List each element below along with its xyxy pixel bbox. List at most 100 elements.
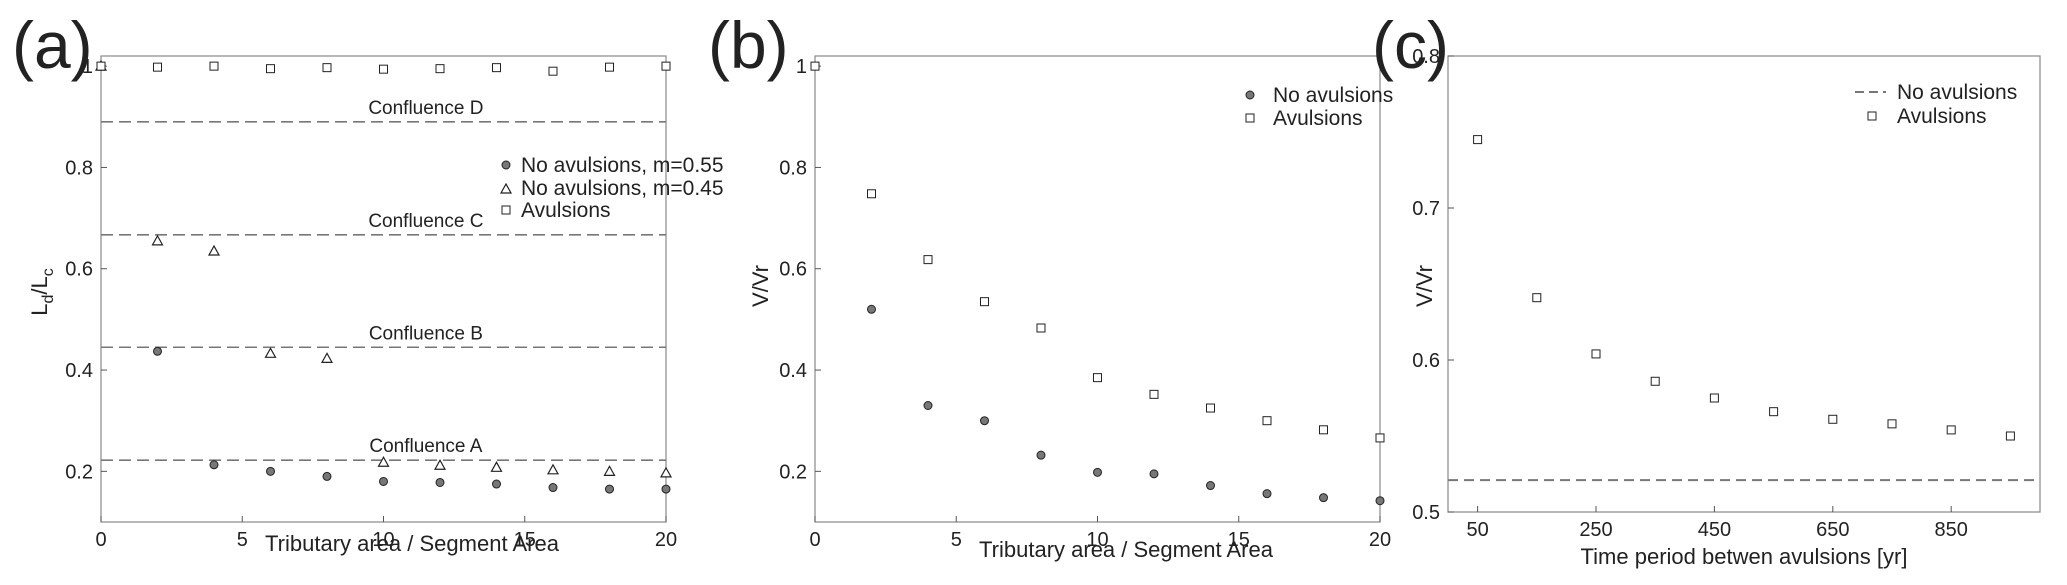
panel-a-legend-label-1: No avulsions, m=0.55 bbox=[521, 154, 724, 177]
data-point-circle bbox=[1375, 496, 1385, 506]
data-point-square bbox=[980, 297, 989, 307]
panel-c-legend-label-2: Avulsions bbox=[1897, 105, 1987, 128]
data-point-circle bbox=[661, 484, 671, 494]
x-tick-label: 250 bbox=[1579, 519, 1612, 541]
data-point-square bbox=[1093, 373, 1102, 383]
data-point-square bbox=[1709, 393, 1719, 403]
panel-a-points bbox=[94, 59, 673, 494]
data-point-square bbox=[810, 61, 820, 71]
panel-c-x-axis-label: Time period betwen avulsions [yr] bbox=[1581, 544, 1908, 569]
data-point-square bbox=[1206, 403, 1215, 413]
data-point-square bbox=[1591, 349, 1601, 359]
data-point-circle bbox=[1036, 450, 1046, 460]
panel-a: (a) Confluence D Confluence C Confluence B… bbox=[12, 8, 724, 556]
data-point-circle bbox=[1319, 493, 1328, 503]
panel-c-legend-label-1: No avulsions bbox=[1897, 81, 2017, 104]
y-tick-label: 0.4 bbox=[779, 360, 807, 382]
panel-c-y-axis-label: V/Vr bbox=[1412, 265, 1437, 307]
data-point-triangle bbox=[433, 459, 447, 470]
y-tick-label: 1 bbox=[796, 56, 807, 78]
y-tick-label: 0.4 bbox=[65, 360, 93, 382]
x-tick-label: 20 bbox=[1369, 529, 1391, 551]
data-point-circle bbox=[1093, 467, 1102, 477]
x-tick-label: 20 bbox=[655, 529, 677, 551]
data-point-square bbox=[923, 255, 933, 265]
panel-a-y-label-sub2: c bbox=[40, 268, 57, 276]
data-point-circle bbox=[322, 471, 332, 481]
data-point-triangle bbox=[264, 347, 277, 358]
data-point-square bbox=[1769, 407, 1779, 417]
x-tick-label: 15 bbox=[1228, 529, 1250, 551]
panel-b-y-ticks: 0.2 0.4 0.6 0.8 1 bbox=[779, 56, 821, 483]
x-tick-label: 5 bbox=[237, 529, 248, 551]
panel-c-frame bbox=[1447, 55, 2041, 513]
y-tick-label: 0.8 bbox=[1412, 46, 1440, 68]
panel-c-letter: (c) bbox=[1372, 8, 1449, 82]
y-tick-label: 0.6 bbox=[65, 259, 93, 281]
panel-a-y-axis-label: Ld/Lc bbox=[27, 268, 57, 316]
data-point-square bbox=[867, 189, 876, 199]
data-point-circle bbox=[1262, 489, 1272, 499]
panel-b-points bbox=[810, 61, 1385, 506]
data-point-square bbox=[1650, 376, 1660, 386]
data-point-square bbox=[322, 63, 332, 73]
data-point-circle bbox=[867, 304, 876, 314]
x-tick-label: 850 bbox=[1935, 519, 1968, 541]
legend-triangle-marker bbox=[499, 182, 513, 194]
data-point-square bbox=[435, 64, 445, 74]
data-point-square bbox=[96, 61, 106, 71]
data-point-circle bbox=[153, 346, 162, 356]
data-point-square bbox=[379, 64, 388, 74]
confluence-label: Confluence D bbox=[368, 98, 483, 119]
panel-c-legend: No avulsions Avulsions bbox=[1855, 81, 2017, 128]
legend-circle-marker bbox=[1245, 90, 1255, 100]
legend-square-marker bbox=[501, 205, 511, 215]
panel-a-y-label-sep: /L bbox=[27, 276, 52, 294]
data-point-square bbox=[1828, 414, 1838, 424]
data-point-square bbox=[1473, 135, 1483, 145]
x-tick-label: 450 bbox=[1698, 519, 1731, 541]
data-point-circle bbox=[379, 476, 388, 486]
panel-a-legend-label-2: No avulsions, m=0.45 bbox=[521, 177, 724, 200]
data-point-triangle bbox=[207, 244, 221, 256]
panel-b-x-axis-label: Tributary area / Segment Area bbox=[979, 537, 1274, 562]
data-point-square bbox=[605, 62, 614, 72]
panel-a-y-label-sub1: d bbox=[40, 295, 57, 304]
y-tick-label: 0.6 bbox=[1412, 350, 1440, 372]
data-point-square bbox=[1946, 425, 1956, 435]
data-point-square bbox=[1262, 416, 1272, 426]
y-tick-label: 0.7 bbox=[1412, 198, 1440, 220]
panel-b-legend-label-2: Avulsions bbox=[1273, 107, 1363, 130]
legend-circle-marker bbox=[501, 160, 511, 170]
data-point-triangle bbox=[603, 465, 616, 476]
panel-a-legend-label-3: Avulsions bbox=[521, 199, 611, 222]
data-point-square bbox=[153, 62, 162, 72]
panel-c-y-ticks: 0.5 0.6 0.7 0.8 bbox=[1412, 46, 1454, 524]
data-point-square bbox=[1532, 293, 1542, 303]
x-tick-label: 15 bbox=[514, 529, 536, 551]
data-point-circle bbox=[209, 460, 219, 470]
panel-a-y-label-main: L bbox=[27, 304, 52, 316]
data-point-square bbox=[1319, 425, 1328, 435]
panel-c-points bbox=[1448, 135, 2040, 482]
panel-a-letter: (a) bbox=[12, 8, 93, 82]
data-point-circle bbox=[266, 466, 275, 476]
data-point-triangle bbox=[490, 461, 503, 472]
data-point-square bbox=[2005, 431, 2015, 441]
data-point-triangle bbox=[377, 455, 390, 467]
x-tick-label: 0 bbox=[809, 529, 820, 551]
data-point-square bbox=[548, 66, 558, 76]
data-point-triangle bbox=[659, 466, 673, 478]
data-point-square bbox=[266, 64, 275, 74]
panel-c: (c) 50 250 450 650 850 0.5 0.6 0.7 0.8 Time per… bbox=[1372, 8, 2041, 569]
data-point-circle bbox=[980, 416, 989, 426]
y-tick-label: 0.6 bbox=[779, 259, 807, 281]
data-point-square bbox=[492, 63, 501, 73]
legend-square-marker bbox=[1867, 111, 1877, 121]
panel-b-x-ticks: 0 5 10 15 20 bbox=[809, 516, 1391, 551]
data-point-circle bbox=[1206, 481, 1215, 491]
y-tick-label: 0.5 bbox=[1412, 502, 1440, 524]
panel-a-x-axis-label: Tributary area / Segment Area bbox=[265, 531, 560, 556]
data-point-square bbox=[209, 61, 219, 71]
data-point-circle bbox=[548, 483, 558, 493]
